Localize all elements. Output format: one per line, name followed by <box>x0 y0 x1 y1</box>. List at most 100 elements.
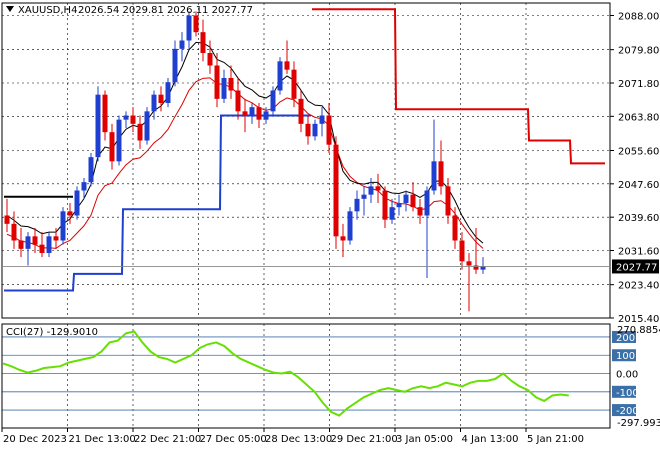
cci-label: CCI(27) -129.9010 <box>6 327 98 338</box>
price-tick-label: 2015.40 <box>618 314 659 325</box>
candles <box>4 11 486 312</box>
cci-level-label: 0.00 <box>616 370 638 381</box>
candle-body <box>389 207 395 220</box>
price-panel-border <box>1 2 611 319</box>
candle-body <box>249 107 255 116</box>
candle-body <box>179 40 185 49</box>
candle-body <box>200 32 206 53</box>
cci-panel-border <box>1 323 611 429</box>
candle-body <box>403 194 409 203</box>
cci-level-label: 200 <box>616 333 635 344</box>
candle-body <box>186 15 192 41</box>
cci-level-label: -200 <box>616 406 639 417</box>
candle-body <box>312 123 318 137</box>
candle-body <box>459 240 465 262</box>
candle-body <box>53 236 59 241</box>
ma-slow-line <box>6 41 484 244</box>
candle-body <box>277 61 283 91</box>
cci-level-badge <box>612 385 636 398</box>
candle-body <box>39 244 45 253</box>
cci-level-label: 100 <box>616 351 635 362</box>
header: XAUUSD,H4 2026.54 2029.81 2026.11 2027.7… <box>6 5 253 16</box>
candle-body <box>221 78 227 99</box>
price-grid <box>2 3 610 428</box>
cci-level-badge <box>612 404 636 417</box>
candle-body <box>445 186 451 216</box>
candle-body <box>410 194 416 208</box>
time-tick-label: 21 Dec 13:00 <box>69 434 136 445</box>
time-tick-label: 27 Dec 05:00 <box>200 434 267 445</box>
price-tick-label: 2063.80 <box>618 112 659 123</box>
candle-body <box>452 215 458 241</box>
cci-level-badge <box>612 349 636 362</box>
time-tick-label: 20 Dec 2023 <box>3 434 67 445</box>
cci-level-badge <box>612 330 636 343</box>
candle-body <box>116 119 122 162</box>
candle-body <box>228 78 234 91</box>
price-tick-label: 2047.60 <box>618 180 659 191</box>
candle-body <box>263 111 269 120</box>
candle-body <box>18 240 24 249</box>
candle-body <box>11 223 17 241</box>
candle-body <box>347 211 353 241</box>
time-tick-label: 3 Jan 05:00 <box>396 434 453 445</box>
candle-body <box>4 215 10 224</box>
candle-body <box>256 107 262 120</box>
price-tick-label: 2031.60 <box>618 247 659 258</box>
candle-body <box>172 48 178 83</box>
candle-body <box>382 190 388 220</box>
candle-body <box>130 115 136 124</box>
candle-body <box>424 190 430 216</box>
candle-body <box>165 82 171 103</box>
time-tick-label: 29 Dec 21:00 <box>331 434 398 445</box>
moving-averages <box>6 41 484 249</box>
current-price-badge <box>612 259 659 274</box>
symbol-label: XAUUSD,H4 <box>18 5 77 16</box>
time-tick-label: 4 Jan 13:00 <box>462 434 519 445</box>
candle-body <box>46 236 52 253</box>
candle-body <box>326 115 332 145</box>
candle-body <box>95 94 101 158</box>
ohlc-label: 2026.54 2029.81 2026.11 2027.77 <box>78 5 253 16</box>
current-price-label: 2027.77 <box>616 262 657 273</box>
dropdown-triangle-icon[interactable] <box>6 6 14 12</box>
candle-body <box>417 207 423 216</box>
candle-body <box>25 236 31 249</box>
price-tick-label: 2079.80 <box>618 46 659 57</box>
candle-body <box>480 266 486 270</box>
candle-body <box>431 161 437 191</box>
candle-body <box>340 236 346 241</box>
candle-body <box>291 69 297 99</box>
candle-body <box>74 190 80 216</box>
candle-body <box>81 182 87 191</box>
candle-body <box>144 111 150 141</box>
candle-body <box>207 53 213 66</box>
candle-body <box>333 144 339 237</box>
candle-body <box>235 90 241 112</box>
candle-body <box>305 123 311 137</box>
candle-body <box>67 211 73 216</box>
price-tick-label: 2071.80 <box>618 79 659 90</box>
cci-line-group <box>2 330 569 417</box>
candle-body <box>88 157 94 183</box>
candle-body <box>242 111 248 116</box>
candle-body <box>158 94 164 103</box>
cci-level-label: -100 <box>616 388 639 399</box>
candle-body <box>60 211 66 241</box>
candle-body <box>473 265 479 270</box>
cci-grid: 200 100 0.00 -100 -200 <box>2 330 639 417</box>
upper-channel <box>312 8 605 165</box>
candle-body <box>361 194 367 199</box>
candle-body <box>32 236 38 245</box>
candle-body <box>466 261 472 266</box>
price-tick-label: 2023.40 <box>618 281 659 292</box>
price-tick-label: 2055.60 <box>618 147 659 158</box>
time-tick-label: 22 Dec 21:00 <box>134 434 201 445</box>
time-tick-label: 28 Dec 13:00 <box>265 434 332 445</box>
candle-body <box>193 15 199 33</box>
candle-body <box>137 123 143 141</box>
candle-body <box>438 161 444 187</box>
price-tick-label: 2088.00 <box>618 12 659 23</box>
